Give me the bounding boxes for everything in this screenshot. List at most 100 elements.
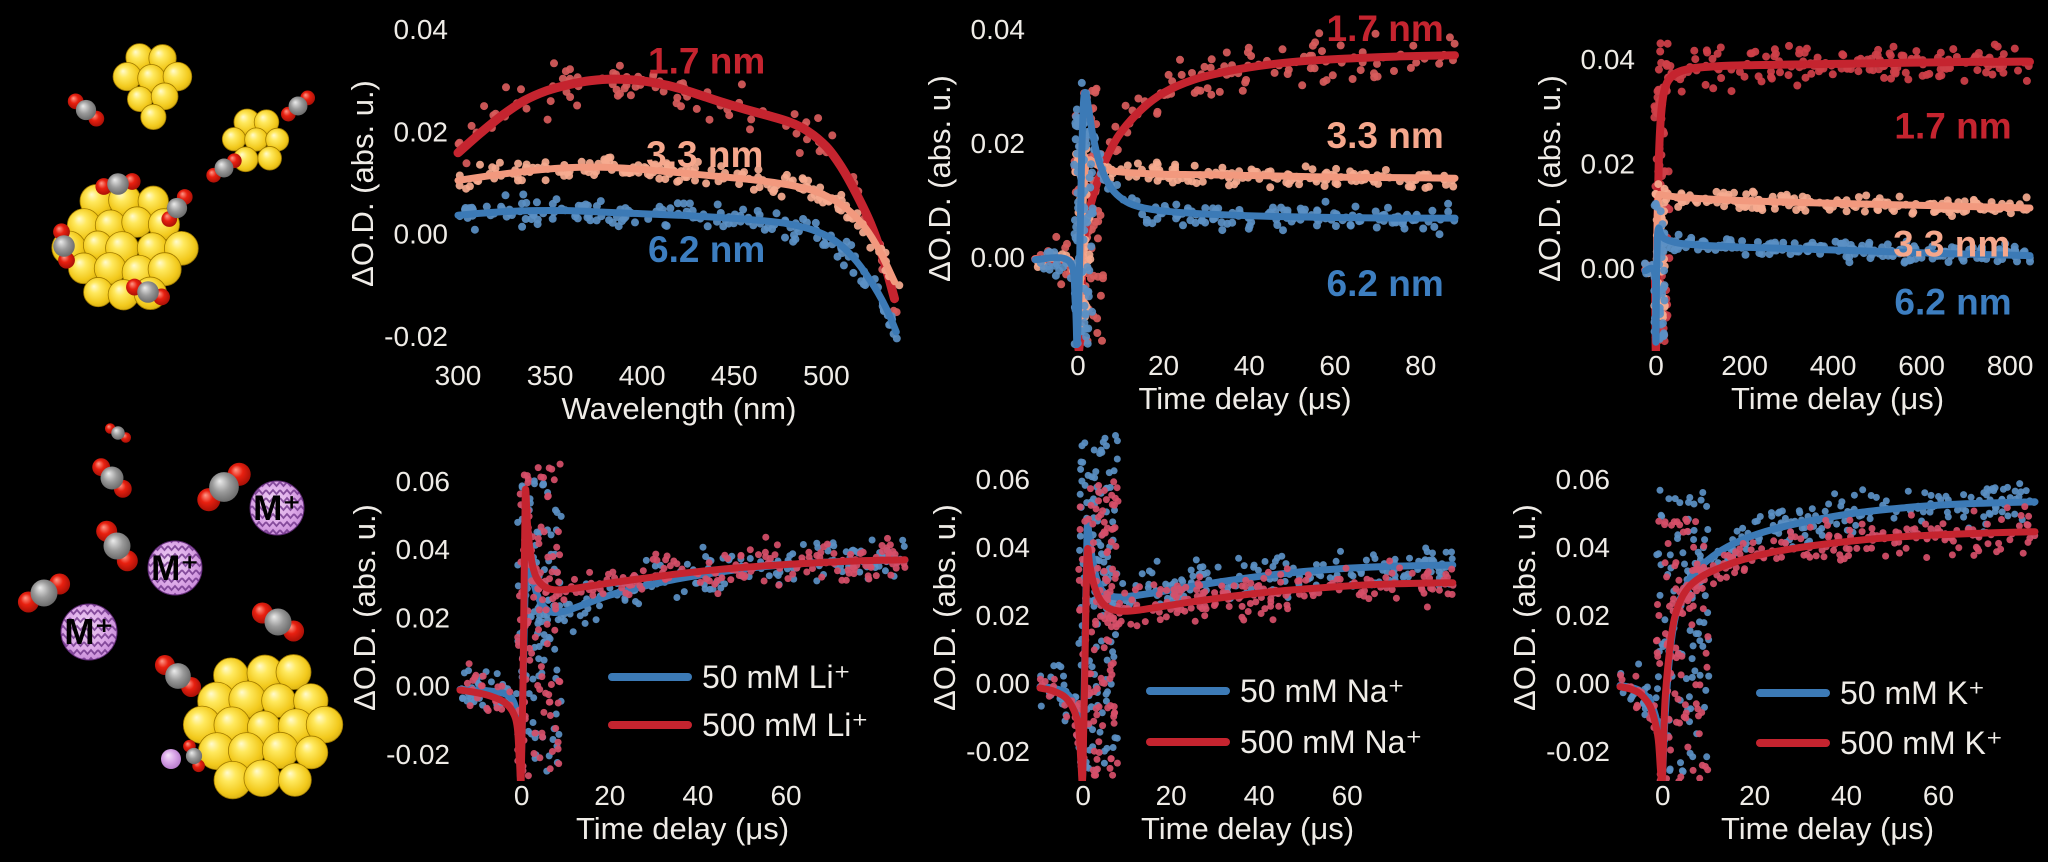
fit-line-3 xyxy=(454,206,900,336)
y-tick-label: 0.00 xyxy=(396,671,451,702)
y-tick-label: 0.02 xyxy=(396,602,451,633)
y-axis-label: ΔO.D. (abs. u.) xyxy=(922,75,957,282)
co2-molecule xyxy=(197,462,251,512)
y-tick-label: 0.06 xyxy=(1556,464,1611,495)
series-annotation: 3.3 nm xyxy=(1327,115,1444,156)
co2-molecule xyxy=(104,423,132,443)
legend-entry-label: 50 mM Li⁺ xyxy=(702,659,850,695)
metal-cation: M⁺ xyxy=(60,603,118,661)
x-tick-label: 40 xyxy=(1831,780,1862,811)
co2-molecule xyxy=(154,655,202,697)
x-axis-ticks: 0 20 40 60 xyxy=(1075,780,1362,811)
co2-molecule xyxy=(67,93,105,127)
y-axis-label: ΔO.D. (abs. u.) xyxy=(1507,504,1542,711)
x-axis-ticks: 0 20 40 60 xyxy=(514,780,802,811)
co2-molecule xyxy=(17,573,71,613)
y-tick-label: 0.02 xyxy=(971,128,1026,159)
co2-molecule xyxy=(251,602,305,642)
chart-spectrum-by-size: 300 350 400 450 500 0.04 0.02 0.00 -0.02 Waveleng… xyxy=(345,14,904,426)
x-tick-label: 20 xyxy=(594,780,625,811)
legend: 50 mM K⁺ 500 mM K⁺ xyxy=(1756,675,2003,761)
y-axis-ticks: 0.04 0.02 0.00 xyxy=(971,14,1026,273)
co2-molecule xyxy=(161,189,193,227)
series-annotation: 3.3 nm xyxy=(646,134,763,175)
x-tick-label: 400 xyxy=(1810,350,1857,381)
y-tick-label: 0.04 xyxy=(1581,44,1636,75)
series-annotation: 6.2 nm xyxy=(648,229,765,270)
x-tick-label: 40 xyxy=(1244,780,1275,811)
y-tick-label: -0.02 xyxy=(1546,736,1610,767)
x-axis-label: Time delay (μs) xyxy=(1731,381,1944,416)
x-tick-label: 40 xyxy=(682,780,713,811)
x-axis-label: Time delay (μs) xyxy=(1721,811,1934,846)
fit-line-2 xyxy=(1036,545,1457,781)
x-tick-label: 350 xyxy=(527,360,574,391)
x-tick-label: 20 xyxy=(1148,350,1179,381)
y-tick-label: 0.04 xyxy=(394,14,449,45)
x-tick-label: 500 xyxy=(803,360,850,391)
metal-cation: M⁺ xyxy=(147,540,203,596)
gold-nanocluster xyxy=(51,183,199,311)
metal-cation: M⁺ xyxy=(249,480,305,536)
gold-nanocluster xyxy=(182,654,344,800)
y-tick-label: 0.02 xyxy=(394,116,449,147)
x-tick-label: 80 xyxy=(1405,350,1436,381)
y-axis-ticks: 0.04 0.02 0.00 xyxy=(1581,44,1636,284)
x-axis-label: Wavelength (nm) xyxy=(562,391,797,426)
x-tick-label: 0 xyxy=(1075,780,1091,811)
x-axis-ticks: 0 20 40 60 80 xyxy=(1070,350,1436,381)
series-annotation: 6.2 nm xyxy=(1894,282,2011,323)
fit-line-3 xyxy=(1031,88,1459,348)
x-tick-label: 60 xyxy=(1319,350,1350,381)
y-axis-ticks: 0.04 0.02 0.00 -0.02 xyxy=(384,14,448,352)
fit-line-1 xyxy=(453,74,899,304)
gold-nanocluster xyxy=(112,43,193,130)
illustration-nanoclusters xyxy=(51,43,316,311)
y-tick-label: 0.04 xyxy=(971,14,1026,45)
co2-molecule xyxy=(92,458,132,498)
cation-label: M⁺ xyxy=(64,611,114,652)
y-tick-label: 0.02 xyxy=(976,600,1031,631)
co2-molecule xyxy=(183,739,205,773)
series-annotation: 1.7 nm xyxy=(1327,8,1444,49)
x-tick-label: 0 xyxy=(1655,780,1671,811)
fit-line-3 xyxy=(1641,224,2034,346)
co2-molecule xyxy=(95,173,141,195)
x-tick-label: 60 xyxy=(770,780,801,811)
y-tick-label: 0.00 xyxy=(1556,668,1611,699)
legend: 50 mM Na⁺ 500 mM Na⁺ xyxy=(1146,673,1422,760)
y-axis-label: ΔO.D. (abs. u.) xyxy=(1532,75,1567,282)
fit-line-1 xyxy=(1031,51,1459,351)
y-tick-label: 0.00 xyxy=(1581,253,1636,284)
y-axis-ticks: 0.06 0.04 0.02 0.00 -0.02 xyxy=(1546,464,1610,767)
x-tick-label: 60 xyxy=(1332,780,1363,811)
y-tick-label: 0.06 xyxy=(976,464,1031,495)
legend-entry-label: 50 mM K⁺ xyxy=(1840,675,1985,711)
x-tick-label: 40 xyxy=(1234,350,1265,381)
legend: 50 mM Li⁺ 500 mM Li⁺ xyxy=(608,659,868,743)
chart-kinetics-80us: 0 20 40 60 80 0.04 0.02 0.00 Time delay (μs) ΔO.D… xyxy=(922,8,1459,416)
chart-kinetics-800us: 0 200 400 600 800 0.04 0.02 0.00 Time delay (μs)… xyxy=(1532,39,2034,416)
co2-molecule xyxy=(126,278,170,306)
y-tick-label: 0.00 xyxy=(971,242,1026,273)
y-tick-label: 0.00 xyxy=(394,219,449,250)
y-axis-label: ΔO.D. (abs. u.) xyxy=(347,504,382,711)
illustration-ion-solution: M⁺ M⁺ M⁺ xyxy=(17,423,344,800)
x-tick-label: 20 xyxy=(1739,780,1770,811)
x-tick-label: 0 xyxy=(1070,350,1086,381)
fit-line-2 xyxy=(1616,528,2039,781)
chart-li-kinetics: 0 20 40 60 0.06 0.04 0.02 0.00 -0.02 Time delay (… xyxy=(347,460,909,846)
series-annotation: 3.3 nm xyxy=(1893,224,2010,265)
co2-molecule xyxy=(96,520,138,572)
x-tick-label: 800 xyxy=(1987,350,2034,381)
y-tick-label: -0.02 xyxy=(966,736,1030,767)
x-axis-ticks: 0 20 40 60 xyxy=(1655,780,1954,811)
co2-molecule xyxy=(280,90,316,122)
co2-molecule xyxy=(53,223,75,269)
fit-line-2 xyxy=(456,485,909,781)
y-axis-ticks: 0.06 0.04 0.02 0.00 -0.02 xyxy=(966,464,1030,767)
cation-label: M⁺ xyxy=(253,489,301,528)
series-annotation: 1.7 nm xyxy=(1894,105,2011,146)
legend-entry-label: 500 mM Na⁺ xyxy=(1240,724,1422,760)
